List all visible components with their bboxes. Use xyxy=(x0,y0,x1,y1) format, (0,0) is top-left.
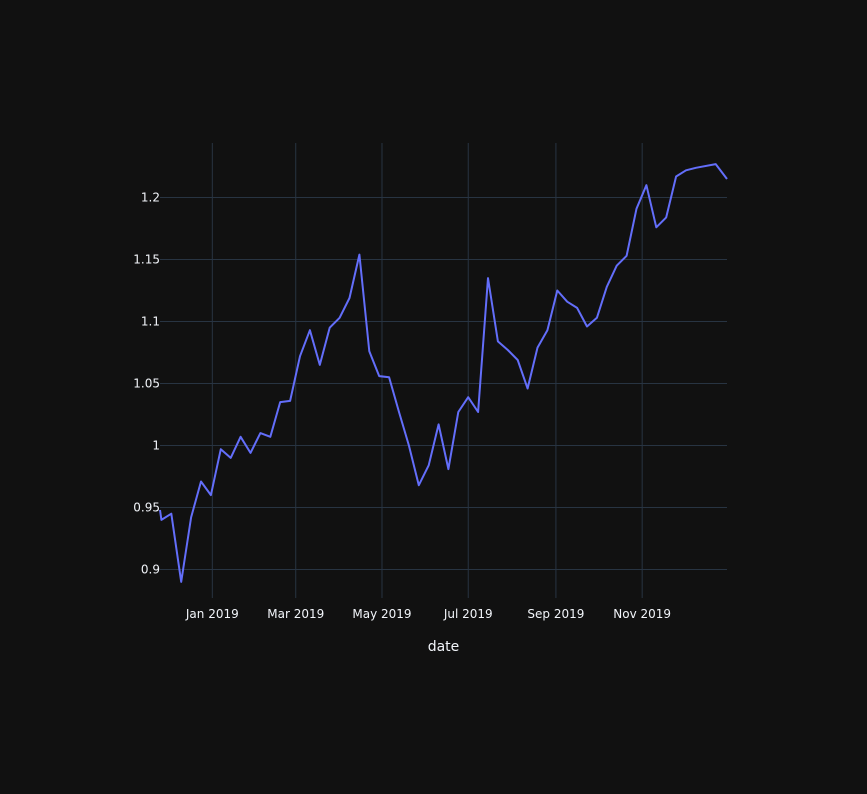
y-axis-tick-labels: 0.9 0.95 1 1.05 1.1 1.15 1.2 xyxy=(133,191,160,577)
x-tick-label: Mar 2019 xyxy=(267,607,324,621)
x-axis-title: date xyxy=(428,639,460,655)
y-tick-label: 1.2 xyxy=(141,191,160,205)
y-tick-label: 1 xyxy=(152,439,160,453)
y-tick-label: 1.1 xyxy=(141,315,160,329)
y-tick-label: 1.15 xyxy=(133,253,160,267)
vertical-gridlines xyxy=(211,143,643,598)
y-tick-label: 1.05 xyxy=(133,377,160,391)
y-tick-label: 0.9 xyxy=(141,562,160,576)
x-tick-label: Jul 2019 xyxy=(443,607,493,621)
x-axis-tick-labels: Jan 2019 Mar 2019 May 2019 Jul 2019 Sep 2019… xyxy=(185,607,671,621)
y-tick-label: 0.95 xyxy=(133,500,160,514)
x-tick-label: May 2019 xyxy=(352,607,411,621)
data-line[interactable] xyxy=(159,163,728,583)
x-tick-label: Nov 2019 xyxy=(613,607,671,621)
plot-area[interactable] xyxy=(159,143,728,598)
x-tick-label: Sep 2019 xyxy=(527,607,584,621)
x-tick-label: Jan 2019 xyxy=(185,607,239,621)
